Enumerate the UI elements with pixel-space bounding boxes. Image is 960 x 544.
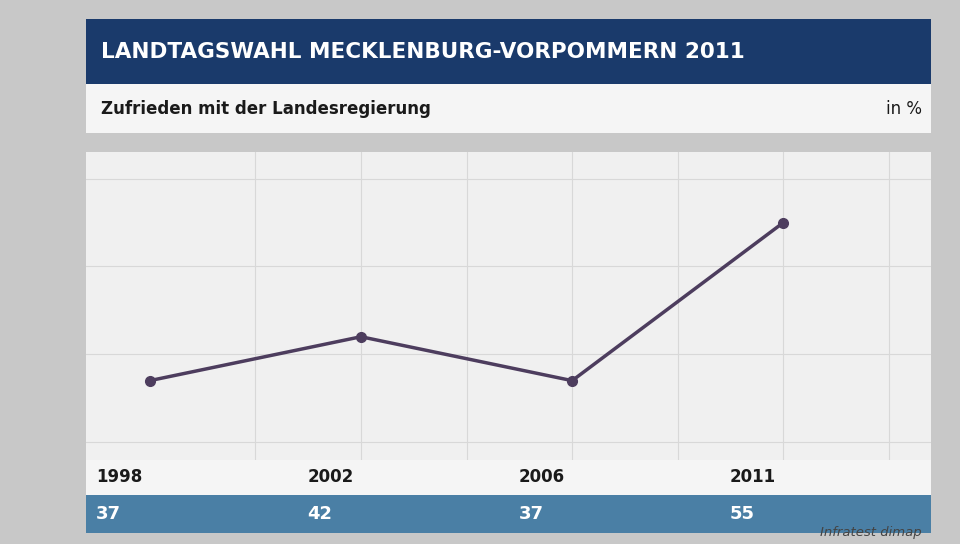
Bar	[86, 19, 931, 84]
Text: 37: 37	[518, 505, 543, 523]
Text: Infratest dimap: Infratest dimap	[820, 526, 922, 539]
Text: Zufrieden mit der Landesregierung: Zufrieden mit der Landesregierung	[101, 100, 431, 118]
Text: in %: in %	[885, 100, 922, 118]
Bar	[86, 460, 931, 495]
Bar	[86, 152, 931, 460]
Text: 2011: 2011	[730, 468, 776, 486]
Text: 42: 42	[307, 505, 332, 523]
Bar	[86, 84, 931, 133]
Bar	[86, 495, 931, 533]
Text: 55: 55	[730, 505, 755, 523]
Text: 37: 37	[96, 505, 121, 523]
Text: 1998: 1998	[96, 468, 142, 486]
Text: 2002: 2002	[307, 468, 353, 486]
Text: 2006: 2006	[518, 468, 564, 486]
Text: LANDTAGSWAHL MECKLENBURG-VORPOMMERN 2011: LANDTAGSWAHL MECKLENBURG-VORPOMMERN 2011	[101, 42, 745, 61]
